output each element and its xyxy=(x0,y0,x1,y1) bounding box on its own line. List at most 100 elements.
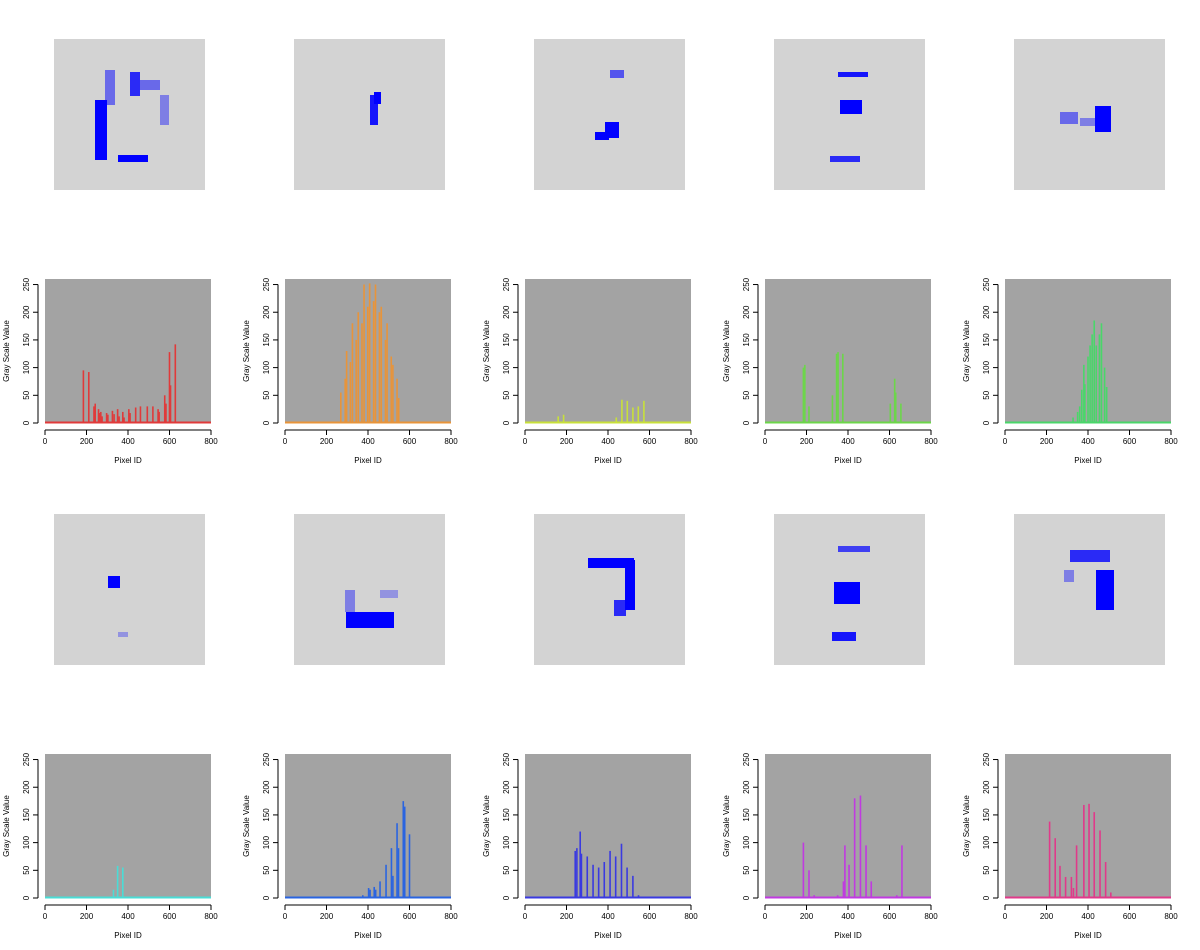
digit-stroke xyxy=(625,560,635,610)
digit-stroke xyxy=(370,95,378,125)
plot-background xyxy=(525,754,691,898)
x-tick-label: 200 xyxy=(560,437,574,446)
x-axis-label: Pixel ID xyxy=(354,456,382,465)
plot-background xyxy=(765,279,931,423)
x-tick-label: 200 xyxy=(80,437,94,446)
y-tick-label: 100 xyxy=(22,835,31,849)
y-axis: 0 50 100 150 200 250 xyxy=(262,752,279,900)
x-tick-label: 400 xyxy=(121,912,135,921)
digit-image-background xyxy=(294,514,445,665)
y-axis-label: Gray Scale Value xyxy=(962,795,971,857)
digit-stroke xyxy=(610,70,624,78)
x-tick-label: 400 xyxy=(361,437,375,446)
digit-image xyxy=(54,39,205,190)
y-tick-label: 50 xyxy=(742,390,751,399)
x-axis: 0 200 400 600 800 xyxy=(283,904,458,921)
x-tick-label: 800 xyxy=(444,437,458,446)
y-axis: 0 50 100 150 200 250 xyxy=(502,277,519,425)
y-axis-label: Gray Scale Value xyxy=(482,320,491,382)
digit-stroke xyxy=(140,80,160,90)
y-tick-label: 250 xyxy=(742,752,751,766)
y-tick-label: 200 xyxy=(982,780,991,794)
x-tick-label: 0 xyxy=(523,912,528,921)
x-axis-label: Pixel ID xyxy=(594,456,622,465)
chart-1: 0 200 400 600 800 Pixel ID 0 50 100 150 200 250 Gray… xyxy=(2,39,218,465)
y-tick-label: 200 xyxy=(262,305,271,319)
y-axis-label: Gray Scale Value xyxy=(482,795,491,857)
x-tick-label: 600 xyxy=(403,437,417,446)
y-axis: 0 50 100 150 200 250 xyxy=(502,752,519,900)
y-tick-label: 250 xyxy=(742,277,751,291)
digit-stroke xyxy=(108,576,120,588)
y-tick-label: 50 xyxy=(742,865,751,874)
y-axis-label: Gray Scale Value xyxy=(2,795,11,857)
y-axis-label: Gray Scale Value xyxy=(962,320,971,382)
x-tick-label: 200 xyxy=(1040,912,1054,921)
x-axis: 0 200 400 600 800 xyxy=(523,429,698,446)
chart-6: 0 200 400 600 800 Pixel ID 0 50 100 150 200 250 Gray… xyxy=(2,514,218,940)
x-tick-label: 0 xyxy=(43,912,48,921)
digit-stroke xyxy=(160,95,169,125)
x-tick-label: 600 xyxy=(163,437,177,446)
y-tick-label: 200 xyxy=(262,780,271,794)
x-tick-label: 800 xyxy=(1164,912,1178,921)
x-axis: 0 200 400 600 800 xyxy=(523,904,698,921)
digit-stroke xyxy=(1070,550,1110,562)
digit-stroke xyxy=(380,590,398,598)
digit-stroke xyxy=(1064,570,1074,582)
y-axis-label: Gray Scale Value xyxy=(242,795,251,857)
x-tick-label: 0 xyxy=(763,912,768,921)
y-tick-label: 200 xyxy=(22,780,31,794)
digit-stroke xyxy=(1080,118,1102,126)
x-tick-label: 400 xyxy=(1081,912,1095,921)
x-tick-label: 800 xyxy=(1164,437,1178,446)
digit-image-background xyxy=(1014,39,1165,190)
plot-background xyxy=(285,754,451,898)
y-axis: 0 50 100 150 200 250 xyxy=(982,752,999,900)
digit-stroke xyxy=(1095,106,1111,132)
x-axis-label: Pixel ID xyxy=(834,931,862,940)
x-tick-label: 0 xyxy=(43,437,48,446)
plot-background xyxy=(765,754,931,898)
y-tick-label: 200 xyxy=(22,305,31,319)
digit-image xyxy=(774,39,925,190)
y-tick-label: 100 xyxy=(262,360,271,374)
chart-4: 0 200 400 600 800 Pixel ID 0 50 100 150 200 250 Gray… xyxy=(722,39,938,465)
y-tick-label: 50 xyxy=(22,865,31,874)
y-tick-label: 0 xyxy=(982,895,991,900)
chart-3: 0 200 400 600 800 Pixel ID 0 50 100 150 200 250 Gray… xyxy=(482,39,698,465)
x-tick-label: 600 xyxy=(1123,437,1137,446)
digit-image xyxy=(774,514,925,665)
plot-background xyxy=(1005,754,1171,898)
x-tick-label: 200 xyxy=(1040,437,1054,446)
y-tick-label: 250 xyxy=(502,277,511,291)
plot-background xyxy=(525,279,691,423)
x-tick-label: 800 xyxy=(684,912,698,921)
plot-background xyxy=(45,754,211,898)
digit-stroke xyxy=(346,612,394,628)
digit-stroke xyxy=(130,72,140,96)
x-axis: 0 200 400 600 800 xyxy=(1003,904,1178,921)
chart-2: 0 200 400 600 800 Pixel ID 0 50 100 150 200 250 Gray… xyxy=(242,39,458,465)
x-tick-label: 600 xyxy=(1123,912,1137,921)
x-axis-label: Pixel ID xyxy=(1074,931,1102,940)
y-tick-label: 0 xyxy=(22,895,31,900)
x-tick-label: 0 xyxy=(1003,912,1008,921)
y-tick-label: 0 xyxy=(742,420,751,425)
x-tick-label: 400 xyxy=(841,912,855,921)
y-tick-label: 250 xyxy=(262,277,271,291)
y-tick-label: 250 xyxy=(502,752,511,766)
y-tick-label: 250 xyxy=(22,752,31,766)
x-tick-label: 200 xyxy=(800,912,814,921)
digit-image xyxy=(1014,514,1165,665)
digit-image xyxy=(534,514,685,665)
x-tick-label: 400 xyxy=(121,437,135,446)
x-axis-label: Pixel ID xyxy=(594,931,622,940)
y-tick-label: 150 xyxy=(262,333,271,347)
x-tick-label: 800 xyxy=(444,912,458,921)
y-tick-label: 100 xyxy=(982,360,991,374)
digit-stroke xyxy=(1060,112,1078,124)
digit-image-background xyxy=(54,514,205,665)
y-axis: 0 50 100 150 200 250 xyxy=(262,277,279,425)
